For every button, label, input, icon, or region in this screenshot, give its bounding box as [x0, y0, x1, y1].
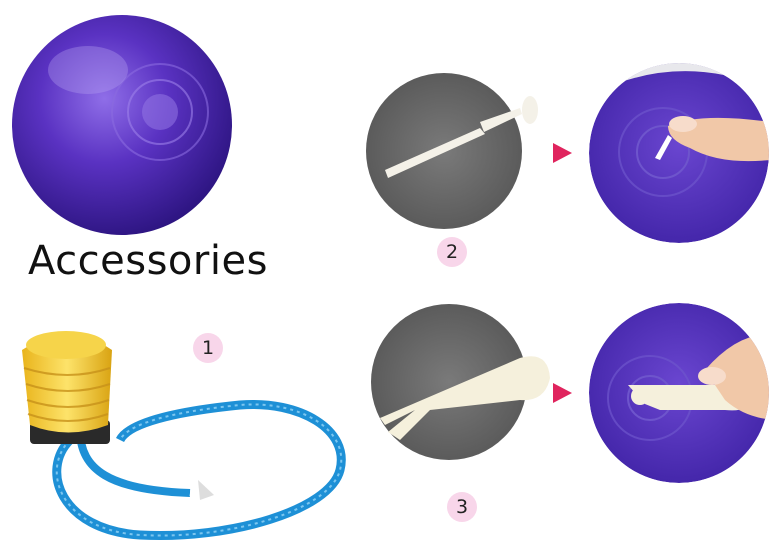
remove-plug-photo: [589, 303, 769, 483]
pin-tool-image: [366, 73, 538, 229]
step-badge-2: 2: [437, 237, 467, 267]
insert-pin-photo: [589, 63, 769, 243]
exercise-ball-image: [12, 15, 232, 235]
step-badge-1: 1: [193, 333, 223, 363]
step-badge-3: 3: [447, 492, 477, 522]
arrow-icon: [553, 383, 572, 403]
arrow-icon: [553, 143, 572, 163]
foot-pump-image: [22, 331, 346, 541]
page-title: Accessories: [28, 238, 268, 284]
fork-tool-image: [371, 304, 550, 460]
